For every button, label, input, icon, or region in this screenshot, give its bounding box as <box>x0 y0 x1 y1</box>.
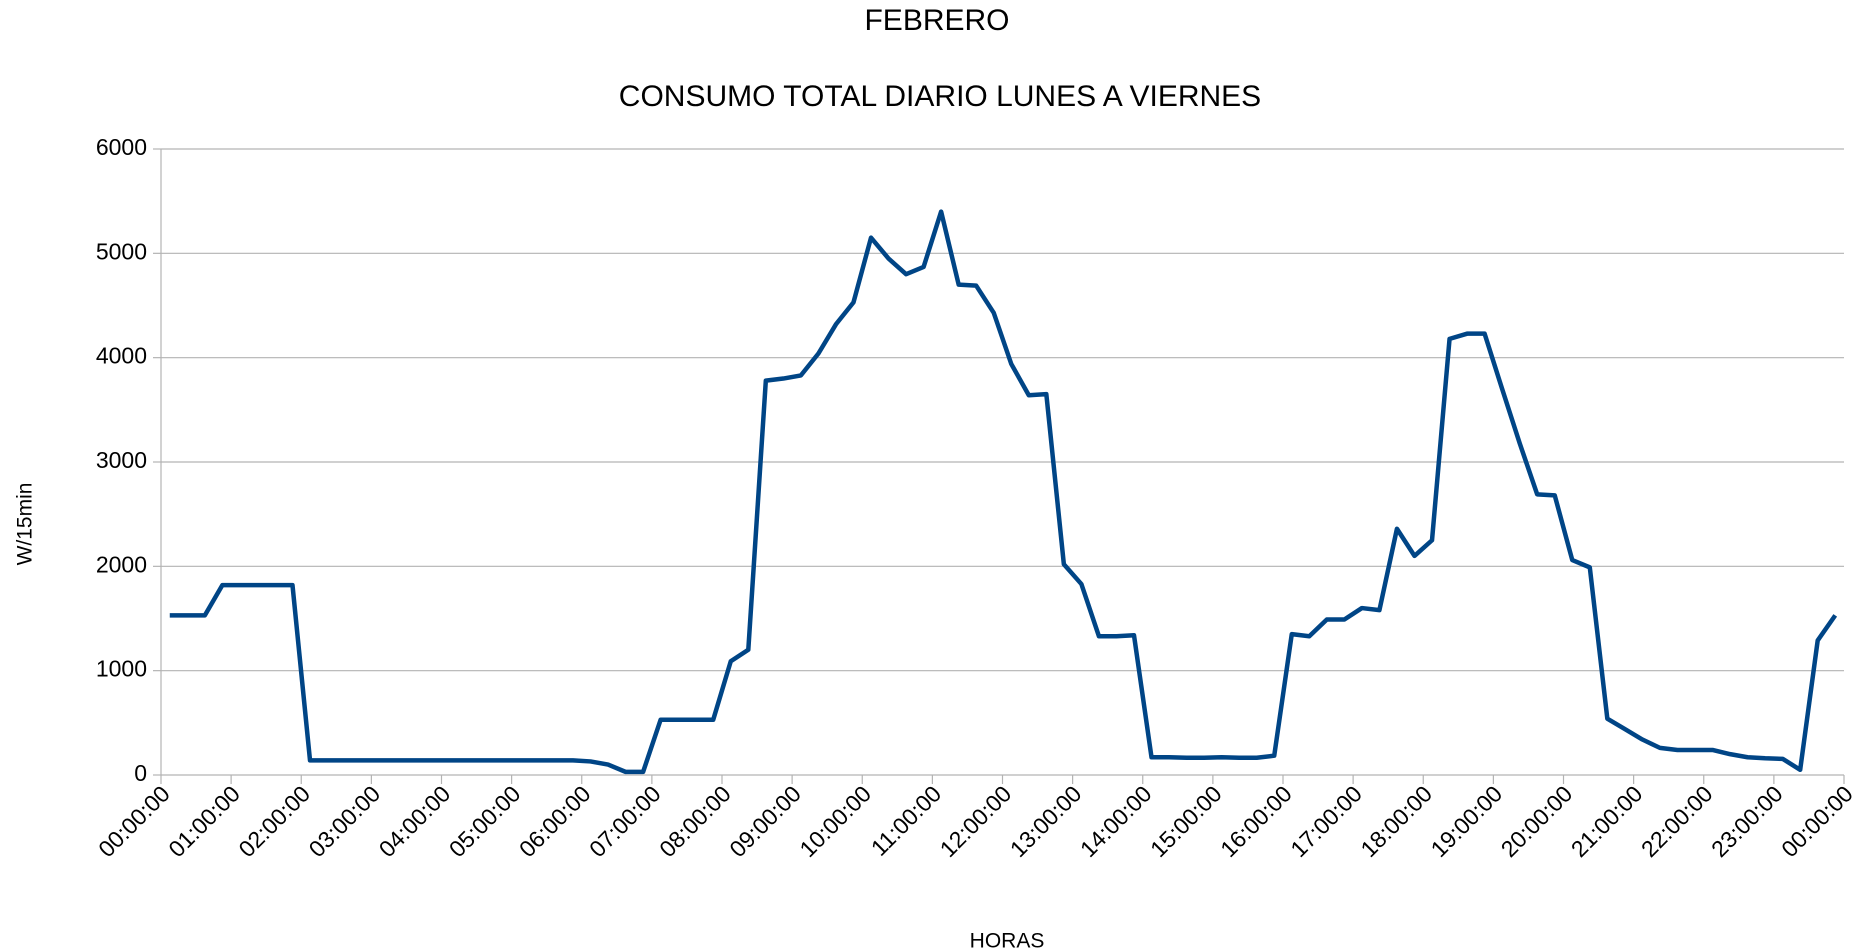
x-tick-label: 18:00:00 <box>1355 780 1437 862</box>
x-tick-label: 17:00:00 <box>1285 780 1367 862</box>
x-axis-label: HORAS <box>970 930 1045 952</box>
x-tick-label: 12:00:00 <box>935 780 1017 862</box>
x-tick-label: 10:00:00 <box>794 780 876 862</box>
x-tick-label: 15:00:00 <box>1145 780 1227 862</box>
chart-title: FEBRERO <box>864 4 1009 37</box>
x-tick-label: 00:00:00 <box>1776 780 1856 862</box>
y-tick-label: 4000 <box>96 343 147 369</box>
y-axis-label: W/15min <box>14 483 37 566</box>
x-tick-label: 01:00:00 <box>163 780 245 862</box>
x-tick-label: 13:00:00 <box>1005 780 1087 862</box>
data-line <box>169 209 1838 775</box>
x-tick-label: 20:00:00 <box>1496 780 1578 862</box>
x-tick-label: 11:00:00 <box>866 780 946 860</box>
y-tick-label: 3000 <box>96 447 147 473</box>
y-tick-label: 6000 <box>96 134 147 160</box>
x-tick-label: 00:00:00 <box>93 780 175 862</box>
x-tick-label: 06:00:00 <box>514 780 596 862</box>
x-tick-label: 23:00:00 <box>1706 780 1788 862</box>
y-tick-label: 0 <box>134 760 147 786</box>
x-tick-label: 07:00:00 <box>584 780 666 862</box>
x-tick-label: 16:00:00 <box>1215 780 1297 862</box>
y-tick-label: 5000 <box>96 238 147 264</box>
x-tick-label: 21:00:00 <box>1566 780 1648 862</box>
x-tick-label: 03:00:00 <box>304 780 386 862</box>
x-tick-label: 22:00:00 <box>1636 780 1718 862</box>
chart-subtitle: CONSUMO TOTAL DIARIO LUNES A VIERNES <box>619 80 1261 113</box>
x-tick-label: 02:00:00 <box>233 780 315 862</box>
x-tick-label: 19:00:00 <box>1426 780 1508 862</box>
y-tick-label: 2000 <box>96 551 147 577</box>
x-tick-label: 14:00:00 <box>1075 780 1157 862</box>
y-tick-label: 1000 <box>96 656 147 682</box>
x-tick-label: 04:00:00 <box>374 780 456 862</box>
x-tick-label: 05:00:00 <box>444 780 526 862</box>
x-tick-label: 08:00:00 <box>654 780 736 862</box>
x-tick-label: 09:00:00 <box>724 780 806 862</box>
